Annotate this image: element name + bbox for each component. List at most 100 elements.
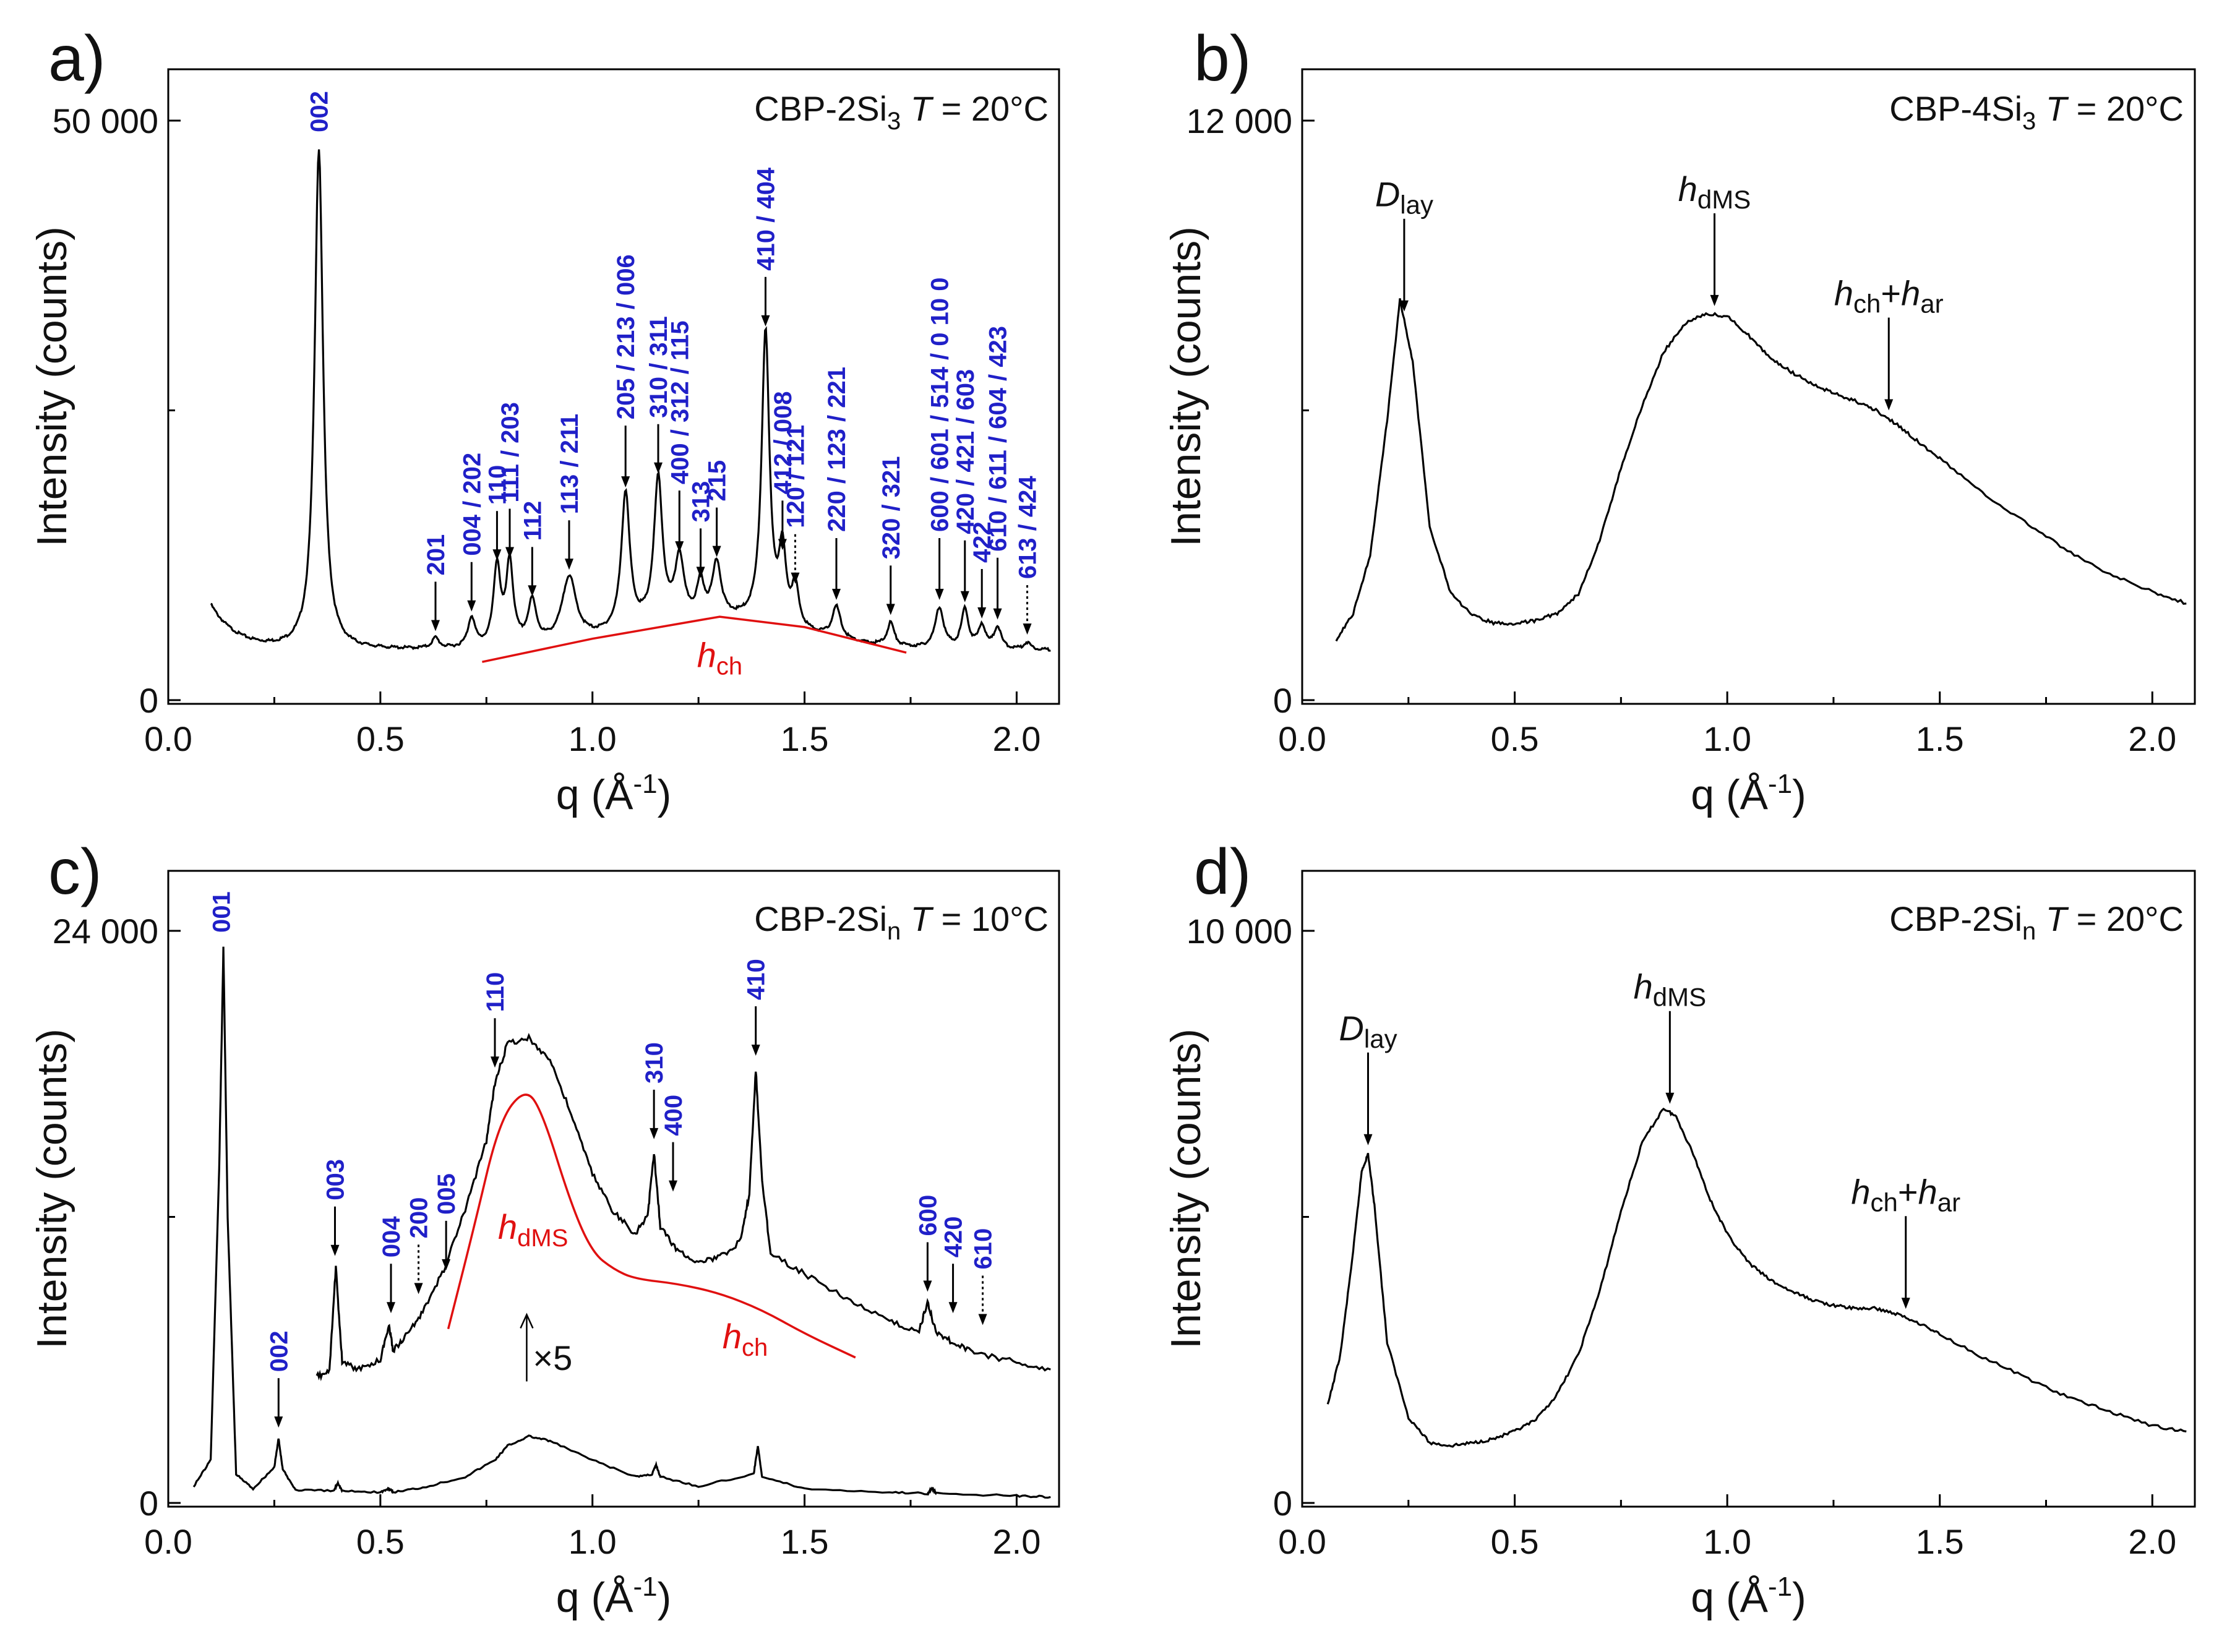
peak-arrowhead (330, 1244, 340, 1256)
peak-label: 600 / 601 / 514 / 0 10 0 (927, 278, 954, 532)
peak-label: 613 / 424 (1015, 476, 1042, 580)
peak-arrowhead (492, 549, 502, 561)
y-axis-label: Intensity (counts) (28, 1029, 75, 1349)
sample-label: CBP-2Sin T = 10°C (754, 899, 1049, 945)
scattering-curve (1335, 298, 2187, 642)
peak-arrowhead (650, 1128, 659, 1139)
peak-label: 412 / 008 (770, 392, 797, 495)
peak-label: 001 (208, 891, 236, 933)
y-tick-label: 0 (1273, 681, 1292, 720)
y-tick-label: 0 (139, 681, 158, 720)
annotation-label: Dlay (1375, 175, 1433, 220)
x-tick-label: 1.0 (569, 1522, 617, 1561)
peak-label: 310 / 311 (645, 316, 672, 418)
x-tick-label: 1.5 (1916, 719, 1964, 758)
peak-label: 310 (641, 1042, 668, 1084)
peak-arrowhead (978, 1314, 987, 1325)
y-tick-label: 0 (139, 1484, 158, 1523)
peak-arrowhead (993, 608, 1002, 620)
sample-label: CBP-2Si3 T = 20°C (754, 89, 1049, 135)
sample-label: CBP-2Sin T = 20°C (1889, 899, 2184, 945)
peak-label: 400 / 312 / 115 (666, 320, 693, 484)
diffraction-curve (210, 149, 1051, 652)
x-tick-label: 0.0 (144, 719, 192, 758)
peak-arrowhead (1399, 300, 1409, 312)
peak-label: 110 (482, 972, 509, 1012)
peak-label: 400 (660, 1095, 687, 1136)
y-axis-label: Intensity (counts) (28, 226, 75, 547)
x-tick-label: 0.5 (356, 719, 405, 758)
peak-label: 610 (970, 1228, 997, 1270)
x-tick-label: 1.0 (1703, 1522, 1751, 1561)
peak-arrowhead (832, 588, 841, 600)
scale-note: ×5 (533, 1338, 572, 1377)
peak-arrowhead (960, 591, 969, 602)
peak-arrowhead (791, 572, 800, 584)
x-tick-label: 1.0 (569, 719, 617, 758)
panel-letter: c) (48, 836, 102, 908)
y-tick-label: 24 000 (53, 912, 158, 951)
x-tick-label: 2.0 (2128, 719, 2176, 758)
annotation-label: hdMS (1634, 967, 1707, 1012)
peak-arrowhead (621, 476, 630, 488)
x-axis-label: q (Å-1) (1691, 1572, 1806, 1621)
peak-arrowhead (467, 600, 476, 612)
peak-label: 004 / 202 (458, 453, 486, 556)
peak-arrowhead (1363, 1134, 1373, 1145)
peak-arrowhead (778, 539, 787, 550)
peak-label: 420 (940, 1216, 968, 1257)
hdms-label: hdMS (498, 1207, 568, 1252)
peak-arrowhead (442, 1259, 451, 1270)
peak-label: 313 (688, 481, 715, 523)
plot-frame (1301, 68, 2196, 705)
annotation-label: hch+har (1851, 1172, 1960, 1217)
peak-arrowhead (491, 1056, 499, 1068)
chart-panel-b: b) CBP-4Si3 T = 20°C 0.0 0.5 1.0 1.5 2.0 0 12 00… (1162, 23, 2196, 818)
peak-arrowhead (761, 315, 770, 327)
peak-label: 320 / 321 (878, 456, 905, 559)
panel-letter: a) (48, 23, 105, 95)
plot-frame (1301, 870, 2196, 1508)
y-tick-label: 50 000 (53, 101, 158, 140)
x-tick-label: 0.0 (144, 1522, 192, 1561)
hch-label: hch (697, 635, 742, 680)
peak-label: 420 / 421 / 603 (952, 369, 979, 534)
y-tick-label: 12 000 (1186, 101, 1292, 140)
peak-arrowhead (1710, 294, 1719, 306)
peak-arrowhead (1884, 399, 1894, 411)
peak-arrowhead (712, 546, 721, 557)
peak-arrowhead (528, 585, 537, 597)
x-axis-label: q (Å-1) (1691, 769, 1806, 818)
peak-arrowhead (1665, 1092, 1675, 1104)
peak-label: 120 / 121 (782, 425, 809, 528)
peak-label: 610 / 611 / 604 / 423 (985, 326, 1012, 552)
scattering-curve (1326, 1107, 2187, 1448)
x-tick-label: 2.0 (992, 719, 1041, 758)
peak-arrowhead (414, 1283, 423, 1295)
peak-label: 113 / 211 (556, 414, 583, 514)
y-tick-label: 10 000 (1186, 912, 1292, 951)
peak-arrowhead (675, 541, 684, 553)
peak-label: 205 / 213 / 006 (612, 254, 640, 419)
x-tick-label: 0.0 (1278, 719, 1326, 758)
x-tick-label: 0.0 (1278, 1522, 1326, 1561)
hch-label: hch (723, 1317, 768, 1361)
scale-arrowhead (520, 1312, 534, 1329)
peak-label: 410 / 404 (752, 167, 779, 271)
peak-arrowhead (751, 1044, 760, 1056)
peak-arrowhead (696, 567, 705, 578)
peak-label: 111 / 203 (497, 402, 524, 502)
peak-arrowhead (923, 1280, 932, 1292)
x-tick-label: 0.5 (356, 1522, 405, 1561)
peak-arrowhead (935, 588, 944, 600)
peak-label: 422 (969, 521, 996, 563)
peak-arrowhead (1901, 1298, 1910, 1309)
peak-label: 002 (306, 91, 333, 132)
y-tick-label: 0 (1273, 1484, 1292, 1523)
peak-label: 410 (743, 959, 770, 1000)
annotation-label: Dlay (1339, 1009, 1397, 1053)
y-axis-label: Intensity (counts) (1162, 1029, 1209, 1349)
peak-arrowhead (654, 462, 663, 474)
peak-label: 201 (423, 534, 450, 576)
